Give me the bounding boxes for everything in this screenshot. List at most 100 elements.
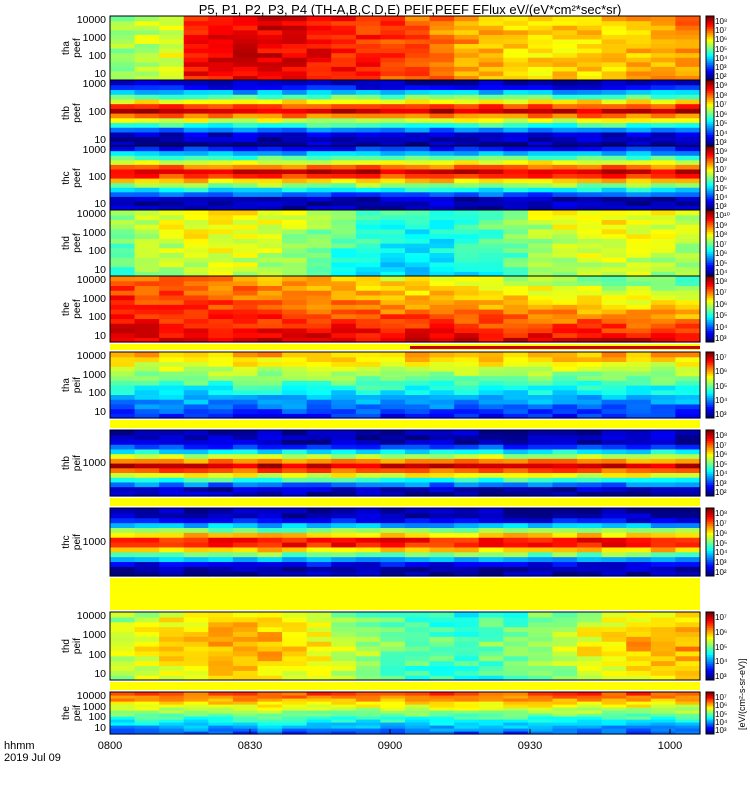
spectrogram-cell [577, 486, 603, 492]
spectrogram-cell [355, 532, 382, 538]
spectrogram-cell [380, 670, 406, 676]
spectrogram-cell [282, 238, 308, 244]
spectrogram-cell [478, 66, 504, 72]
spectrogram-cell [454, 380, 480, 386]
spectrogram-cell [183, 439, 209, 445]
spectrogram-cell [110, 713, 136, 717]
spectrogram-cell [232, 127, 259, 133]
spectrogram-cell [232, 707, 259, 711]
spectrogram-cell [478, 722, 504, 726]
spectrogram-cell [355, 252, 382, 258]
spectrogram-cell [282, 719, 308, 723]
spectrogram-cell [601, 399, 627, 405]
colorbar-segment [706, 668, 714, 672]
spectrogram-cell [331, 467, 357, 474]
spectrogram-cell [208, 546, 234, 553]
spectrogram-cell [527, 271, 554, 277]
colorbar-segment [706, 18, 714, 21]
spectrogram-cell [232, 294, 259, 301]
spectrogram-cell [380, 238, 406, 244]
spectrogram-cell [183, 150, 209, 156]
colorbar-segment [706, 728, 714, 731]
spectrogram-cell [527, 665, 554, 671]
spectrogram-cell [478, 665, 504, 671]
panel-frame [109, 691, 701, 735]
spectrogram-cell [675, 385, 701, 391]
spectrogram-cell [675, 214, 701, 221]
spectrogram-cell [478, 16, 504, 22]
colorbar-segment [706, 670, 714, 674]
spectrogram-cell [577, 164, 603, 170]
spectrogram-cell [331, 571, 357, 577]
spectrogram-cell [257, 57, 283, 63]
spectrogram-cell [380, 20, 406, 26]
spectrogram-cell [134, 463, 160, 469]
spectrogram-cell [257, 285, 283, 291]
spectrogram-cell [478, 439, 504, 445]
spectrogram-cell [577, 725, 603, 729]
spectrogram-cell [675, 276, 701, 282]
spectrogram-cell [626, 571, 652, 577]
spectrogram-cell [527, 66, 554, 72]
spectrogram-cell [552, 66, 578, 72]
spectrogram-cell [675, 182, 701, 188]
spectrogram-cell [503, 168, 529, 175]
y-tick-label: 10000 [76, 690, 106, 702]
spectrogram-cell [675, 458, 701, 464]
spectrogram-cell [159, 155, 185, 161]
colorbar-segment [706, 236, 714, 240]
spectrogram-cell [380, 61, 406, 67]
colorbar-segment [706, 201, 714, 205]
spectrogram-cell [331, 127, 357, 133]
spectrogram-cell [478, 546, 504, 553]
spectrogram-cell [675, 271, 701, 277]
spectrogram-cell [405, 463, 431, 469]
spectrogram-cell [306, 66, 332, 72]
spectrogram-cell [478, 127, 504, 133]
spectrogram-cell [675, 621, 701, 628]
spectrogram-cell [110, 337, 136, 343]
spectrogram-cell [577, 52, 603, 58]
colorbar-segment [706, 722, 714, 725]
spectrogram-cell [478, 247, 504, 254]
spectrogram-cell [208, 257, 234, 263]
spectrogram-cell [110, 434, 136, 441]
spectrogram-cell [257, 444, 283, 450]
spectrogram-cell [110, 403, 136, 410]
spectrogram-cell [331, 380, 357, 386]
spectrogram-cell [601, 122, 627, 128]
spectrogram-cell [650, 385, 677, 391]
spectrogram-cell [405, 477, 431, 483]
spectrogram-cell [601, 57, 627, 63]
colorbar-segment [706, 91, 714, 94]
spectrogram-cell [257, 430, 283, 436]
colorbar-segment [706, 708, 714, 711]
spectrogram-cell [650, 719, 677, 723]
spectrogram-cell [282, 408, 308, 414]
spectrogram-cell [478, 675, 504, 681]
spectrogram-cell [134, 650, 160, 657]
spectrogram-cell [454, 356, 480, 363]
colorbar-segment [706, 158, 714, 162]
spectrogram-cell [134, 70, 160, 77]
spectrogram-cell [650, 728, 677, 732]
spectrogram-cell [626, 542, 652, 548]
spectrogram-cell [454, 641, 480, 647]
spectrogram-cell [306, 366, 332, 372]
spectrogram-cell [159, 698, 185, 702]
spectrogram-cell [650, 70, 677, 77]
spectrogram-cell [675, 150, 701, 156]
spectrogram-cell [552, 375, 578, 381]
spectrogram-cell [601, 375, 627, 381]
spectrogram-cell [478, 698, 504, 702]
spectrogram-cell [503, 150, 529, 156]
spectrogram-cell [626, 719, 652, 723]
spectrogram-cell [355, 399, 382, 405]
spectrogram-cell [454, 113, 480, 119]
spectrogram-cell [110, 375, 136, 381]
spectrogram-cell [306, 380, 332, 386]
spectrogram-cell [257, 280, 283, 287]
spectrogram-cell [380, 665, 406, 671]
spectrogram-cell [626, 448, 652, 455]
spectrogram-cell [159, 243, 185, 249]
